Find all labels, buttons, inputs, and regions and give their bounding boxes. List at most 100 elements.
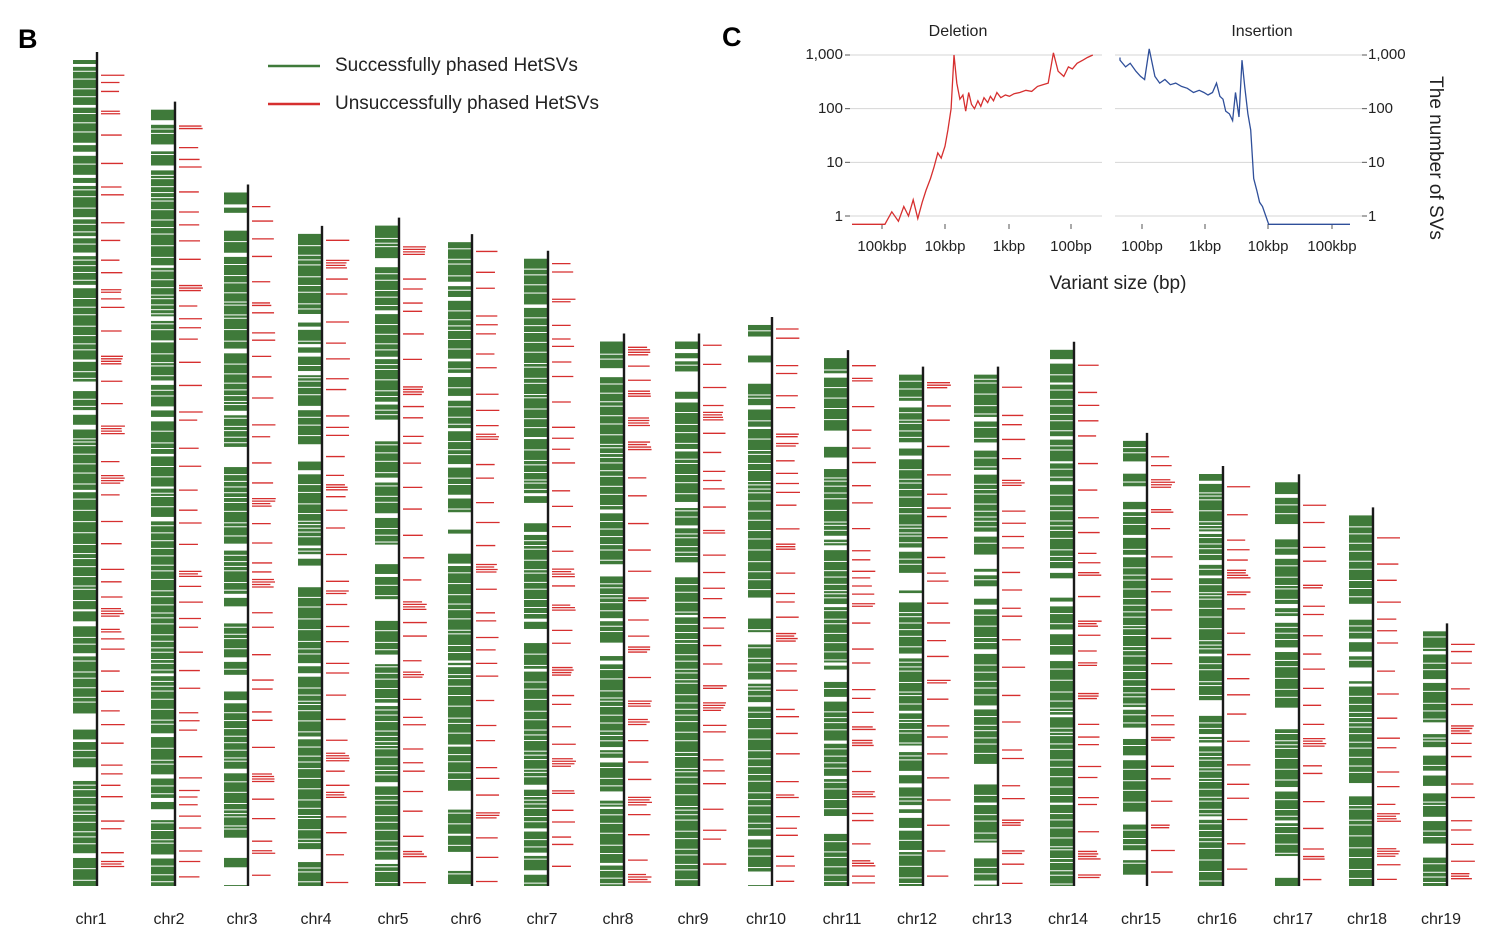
band-gap [1275,565,1298,567]
band-gap [600,597,623,599]
band-gap [298,377,321,379]
band-gap [151,209,174,211]
band-gap [224,501,247,503]
band-gap [1123,515,1146,517]
band-gap [448,395,471,401]
band-gap [524,839,547,841]
band-gap [224,522,247,524]
band-gap [1123,646,1146,648]
band-gap [73,532,96,534]
band-gap [151,578,174,580]
band-gap [1050,858,1073,860]
band-gap [524,581,547,583]
band-gap [1123,604,1146,606]
band-gap [375,573,398,577]
band-gap [73,757,96,759]
band-gap [224,809,247,811]
band-gap [1123,671,1146,673]
band-gap [675,668,698,670]
band-gap [1275,856,1298,878]
band-gap [748,469,771,471]
band-gap [899,388,922,390]
band-gap [298,308,321,310]
band-gap [1423,690,1446,692]
band-gap [1423,843,1446,858]
band-gap [73,868,96,870]
band-gap [448,329,471,331]
band-gap [375,744,398,746]
band-gap [151,640,174,642]
band-gap [748,597,771,619]
band-gap [524,362,547,364]
chromosome-label: chr17 [1273,911,1313,928]
band-gap [1050,601,1073,607]
y-axis-left-ticks: 1,000 100 10 1 [805,46,843,225]
band-gap [824,642,847,644]
band-gap [1123,862,1146,864]
band-gap [600,714,623,716]
x-tick-del-10kbp: 10kbp [925,238,966,255]
band-gap [73,836,96,838]
band-gap [298,424,321,426]
band-gap [1199,788,1222,790]
band-gap [1199,543,1222,545]
band-gap [675,533,698,535]
chromosome-chr10: chr10 [746,316,800,928]
band-gap [448,319,471,321]
band-gap [375,698,398,700]
band-gap [1050,668,1073,670]
band-gap [375,368,398,370]
band-gap [600,618,623,622]
band-gap [375,534,398,536]
band-gap [1349,722,1372,724]
band-gap [375,630,398,632]
band-gap [600,528,623,530]
band-gap [974,743,997,745]
band-gap [298,484,321,486]
band-gap [298,524,321,526]
band-gap [675,854,698,856]
band-gap [73,498,96,500]
band-gap [899,532,922,534]
band-gap [224,348,247,354]
band-gap [1349,726,1372,728]
band-gap [151,854,174,859]
band-gap [1423,836,1446,838]
band-gap [1275,638,1298,640]
band-gap [1123,664,1146,666]
band-gap [73,252,96,257]
band-gap [375,794,398,796]
band-gap [1199,739,1222,741]
chromosome-chr8: chr8 [600,333,652,928]
band-gap [1050,846,1073,848]
band-gap [974,866,997,868]
band-gap [151,596,174,598]
band-gap [899,612,922,614]
band-gap [73,509,96,511]
band-gap [748,336,771,356]
band-gap [600,806,623,809]
band-gap [151,723,174,725]
band-gap [824,542,847,544]
band-gap [974,842,997,859]
band-gap [375,414,398,416]
band-gap [600,415,623,417]
band-gap [1123,838,1146,840]
band-gap [1050,748,1073,750]
band-gap [748,822,771,824]
band-gap [824,788,847,790]
band-gap [73,265,96,267]
band-gap [375,333,398,335]
band-gap [448,754,471,756]
band-gap [899,812,922,818]
band-gap [1199,644,1222,646]
band-gap [298,291,321,293]
band-gap [675,614,698,618]
band-gap [524,304,547,308]
band-gap [1349,526,1372,528]
band-gap [1275,744,1298,746]
band-gap [524,366,547,368]
band-gap [375,840,398,842]
band-gap [524,606,547,608]
band-gap [151,830,174,832]
